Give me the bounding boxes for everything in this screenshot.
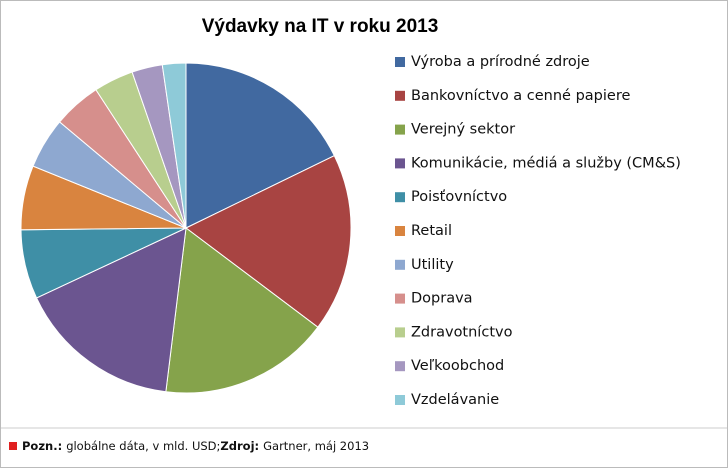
source-text: Gartner, máj 2013 — [263, 439, 369, 453]
legend-label: Komunikácie, médiá a služby (CM&S) — [411, 155, 681, 171]
legend-swatch — [395, 158, 405, 169]
legend-label: Verejný sektor — [411, 122, 515, 138]
legend-swatch — [395, 361, 405, 372]
legend-swatch — [395, 293, 405, 304]
legend-swatch — [395, 327, 405, 338]
note-text: globálne dáta, v mld. USD; — [66, 439, 220, 453]
legend-swatch — [395, 226, 405, 236]
legend-label: Bankovníctvo a cenné papiere — [411, 88, 630, 104]
legend-label: Poisťovníctvo — [411, 189, 507, 205]
legend-swatch — [395, 192, 405, 203]
legend-label: Retail — [411, 223, 452, 239]
legend-label: Zdravotníctvo — [411, 324, 513, 340]
source-label: Zdroj: — [220, 439, 259, 453]
chart-title: Výdavky na IT v roku 2013 — [202, 16, 439, 37]
pie-slice — [185, 155, 352, 328]
legend-swatch — [395, 124, 405, 135]
note-label: Pozn.: — [22, 439, 62, 453]
pie-slice — [185, 62, 335, 229]
pie-slice — [161, 62, 187, 229]
legend-swatch — [395, 395, 405, 405]
legend-label: Doprava — [411, 291, 473, 307]
legend-label: Utility — [411, 257, 454, 273]
legend-swatch — [395, 90, 405, 101]
legend-label: Veľkoobchod — [411, 358, 504, 374]
legend-label: Výroba a prírodné zdroje — [411, 54, 590, 70]
footer-bullet — [9, 442, 17, 450]
footer: Pozn.: globálne dáta, v mld. USD;Zdroj: Ga… — [22, 439, 369, 453]
legend-swatch — [395, 57, 405, 67]
pie-slice — [35, 227, 187, 393]
legend-label: Vzdelávanie — [411, 392, 499, 408]
pie-slice — [165, 227, 319, 394]
legend-swatch — [395, 259, 405, 270]
